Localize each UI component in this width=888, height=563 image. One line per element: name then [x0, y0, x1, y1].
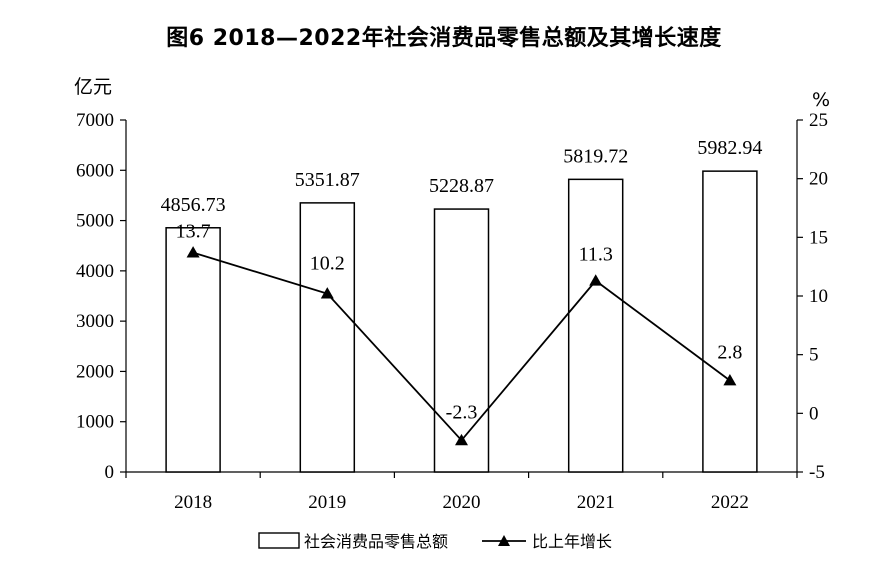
- right-y-tick-label: 10: [809, 286, 828, 307]
- legend-triangle-marker: [498, 535, 510, 546]
- right-y-unit-label: %: [812, 89, 830, 111]
- left-y-tick-label: 7000: [76, 110, 114, 131]
- growth-point-2020: [455, 433, 468, 446]
- bar-series: [165, 170, 758, 473]
- left-y-tick-label: 3000: [76, 311, 114, 332]
- bar-value-label: 5228.87: [429, 175, 494, 197]
- growth-point-2021: [589, 274, 603, 286]
- growth-value-label: -2.3: [446, 401, 478, 423]
- bar-2022: [702, 170, 758, 473]
- right-y-tick-label: 5: [809, 345, 819, 366]
- left-y-tick-label: 0: [105, 462, 115, 483]
- growth-value-label: 11.3: [579, 244, 613, 266]
- x-tick-label: 2020: [443, 492, 481, 513]
- right-y-tick-label: 15: [809, 227, 828, 248]
- bar-value-label: 5819.72: [563, 145, 628, 167]
- growth-value-label: 10.2: [310, 253, 345, 275]
- chart-title: 图6 2018—2022年社会消费品零售总额及其增长速度: [166, 26, 722, 51]
- left-y-tick-label: 1000: [76, 412, 114, 433]
- bar-2020: [433, 208, 490, 473]
- x-tick-label: 2022: [711, 492, 749, 513]
- x-tick-label: 2018: [174, 492, 212, 513]
- legend-bar-swatch: [258, 532, 300, 549]
- left-y-tick-label: 2000: [76, 361, 114, 382]
- bar-2018: [165, 227, 221, 473]
- right-y-tick-label: 0: [809, 403, 819, 424]
- left-y-tick-label: 6000: [76, 160, 114, 181]
- left-y-tick-label: 5000: [76, 211, 114, 232]
- bar-value-label: 5351.87: [295, 169, 360, 191]
- left-y-unit-label: 亿元: [74, 76, 112, 98]
- growth-point-2019: [320, 287, 334, 299]
- bar-2019: [299, 202, 356, 473]
- x-tick-label: 2019: [308, 492, 346, 513]
- growth-value-label: 13.7: [176, 221, 211, 243]
- bar-2021: [567, 178, 624, 473]
- right-y-tick-label: 25: [809, 110, 828, 131]
- growth-line-series: [186, 246, 737, 446]
- right-y-tick-label: 20: [809, 169, 828, 190]
- right-y-tick-label: -5: [809, 462, 825, 483]
- axes-group: 7000 6000 5000 4000 3000 2000 1000 0 亿元 25 20 15 10 5…: [74, 76, 830, 513]
- growth-point-2018: [186, 246, 200, 258]
- growth-value-label: 2.8: [717, 341, 742, 363]
- legend: 社会消费品零售总额 比上年增长: [258, 532, 612, 551]
- bar-value-label: 5982.94: [697, 137, 762, 159]
- bar-value-label: 4856.73: [161, 194, 226, 216]
- legend-line-label: 比上年增长: [532, 532, 612, 551]
- x-tick-label: 2021: [577, 492, 615, 513]
- left-y-tick-label: 4000: [76, 261, 114, 282]
- legend-bar-label: 社会消费品零售总额: [304, 532, 448, 551]
- data-labels: 4856.73 5351.87 5228.87 5819.72 5982.94 13.7 1…: [161, 137, 763, 423]
- growth-point-2022: [723, 373, 737, 386]
